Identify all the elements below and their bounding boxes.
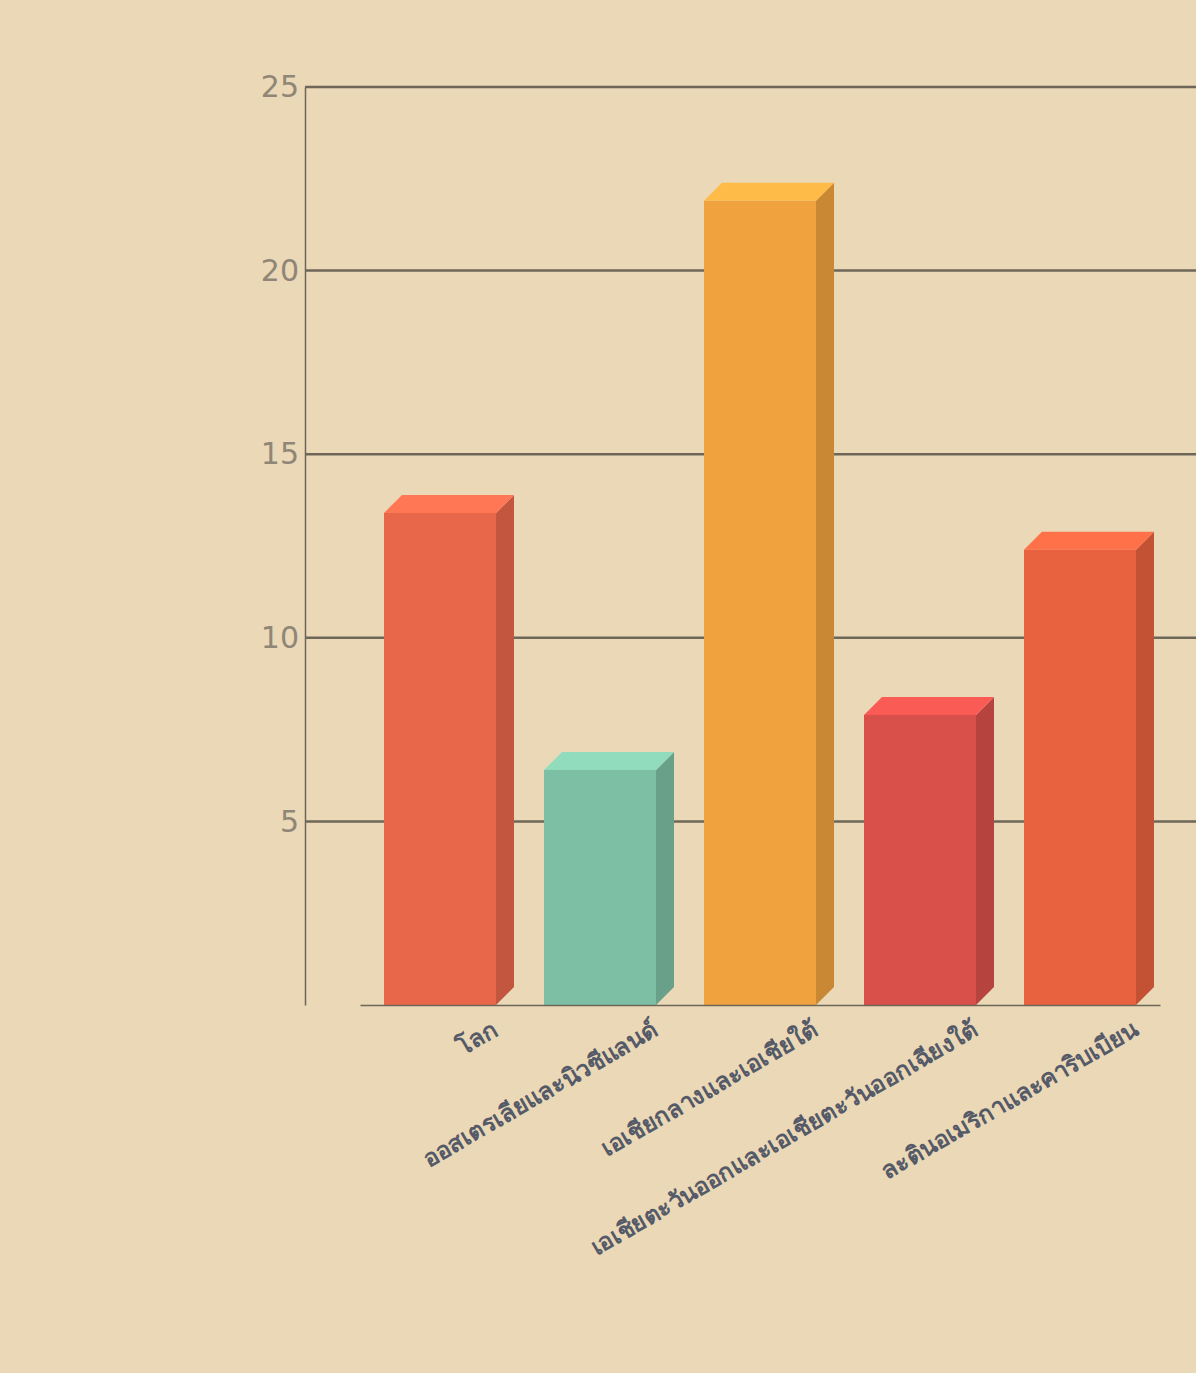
y-tick-label: 15	[261, 436, 299, 471]
bar-side	[496, 495, 514, 1005]
x-axis: โลกออสเตรเลียและนิวซีแลนด์เอเชียกลางและเ…	[361, 1005, 1161, 1261]
x-tick: โลก	[440, 1005, 503, 1061]
y-tick: 20	[261, 253, 305, 288]
bar-side	[816, 183, 834, 1005]
x-tick-label: โลก	[451, 1014, 504, 1061]
bar	[1024, 550, 1136, 1005]
x-axis-line	[361, 1005, 1161, 1007]
y-axis-line	[305, 88, 307, 1006]
bar	[864, 715, 976, 1005]
bar	[704, 201, 816, 1005]
y-tick: 15	[261, 436, 305, 471]
y-tick: 5	[280, 804, 305, 839]
bar-top	[704, 183, 834, 201]
y-tick-label: 20	[261, 253, 299, 288]
bar-3d	[544, 752, 674, 1005]
bar-side	[656, 752, 674, 1005]
y-tick-label: 5	[280, 804, 299, 839]
bar-side	[1136, 532, 1154, 1005]
bar-top	[864, 697, 994, 715]
bars	[384, 183, 1154, 1005]
bar-top	[544, 752, 674, 770]
y-tick-label: 25	[261, 69, 299, 104]
bar-3d	[384, 495, 514, 1005]
grid-line	[305, 86, 1196, 89]
bar	[384, 513, 496, 1005]
y-axis: 5 10 15 20 25	[261, 69, 306, 1005]
bar-3d	[1024, 532, 1154, 1005]
bar-top	[1024, 532, 1154, 550]
bar-top	[384, 495, 514, 513]
y-tick: 25	[261, 69, 305, 104]
bar	[544, 770, 656, 1005]
bar-3d	[864, 697, 994, 1005]
bar-side	[976, 697, 994, 1005]
chart: 5 10 15 20 25 โลกออสเตรเลียและนิวซีแลนด์เอเชี…	[0, 0, 1196, 1373]
y-tick-label: 10	[261, 620, 299, 655]
background	[0, 0, 1196, 1373]
x-tick-label: ละตินอเมริกาและคาริบเบียน	[876, 1015, 1144, 1186]
x-tick: ละตินอเมริกาและคาริบเบียน	[876, 1005, 1144, 1185]
bar-3d	[704, 183, 834, 1005]
y-tick: 10	[261, 620, 305, 655]
